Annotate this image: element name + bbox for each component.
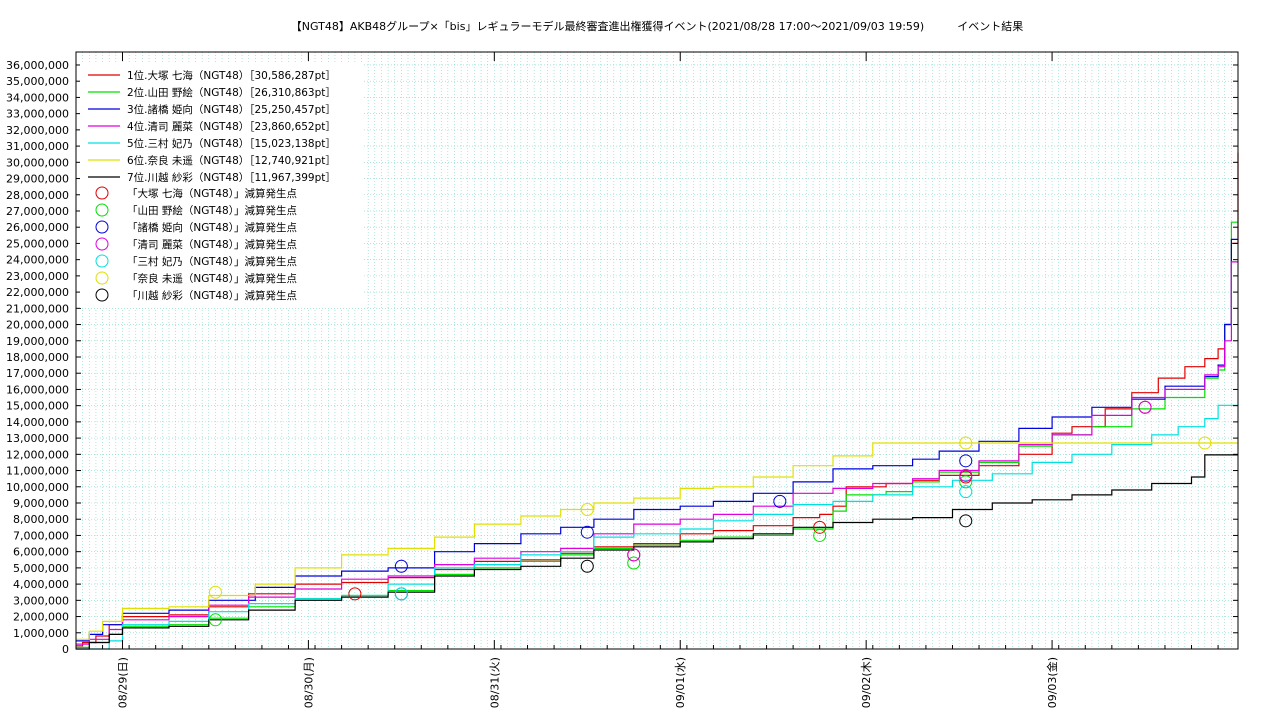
legend-marker-swatch <box>95 254 109 268</box>
decrement-marker <box>959 485 973 499</box>
decrement-marker <box>1198 436 1212 450</box>
decrement-marker <box>208 585 222 599</box>
legend-marker-label: 「大塚 七海（NGT48）」減算発生点 <box>127 187 297 200</box>
legend-background <box>80 64 362 308</box>
legend-series-label: 1位.大塚 七海（NGT48）［30,586,287pt］ <box>127 69 336 82</box>
legend-marker-swatch <box>95 271 109 285</box>
y-tick-label: 18,000,000 <box>6 351 69 364</box>
y-tick-label: 2,000,000 <box>13 611 69 624</box>
decrement-marker <box>394 587 408 601</box>
legend-series-label: 5位.三村 妃乃（NGT48）［15,023,138pt］ <box>127 137 336 150</box>
y-tick-label: 0 <box>62 643 69 656</box>
x-tick-label: 09/02(木) <box>860 657 873 708</box>
y-tick-label: 25,000,000 <box>6 237 69 250</box>
legend-series-label: 4位.清司 麗菜（NGT48）［23,860,652pt］ <box>127 120 336 133</box>
decrement-marker <box>959 514 973 528</box>
y-tick-label: 5,000,000 <box>13 562 69 575</box>
y-tick-label: 10,000,000 <box>6 481 69 494</box>
y-tick-label: 4,000,000 <box>13 578 69 591</box>
legend-marker-swatch <box>95 288 109 302</box>
x-tick-label: 08/29(日) <box>116 657 129 708</box>
decrement-marker <box>394 559 408 573</box>
y-tick-label: 17,000,000 <box>6 367 69 380</box>
decrement-marker <box>959 475 973 489</box>
plot-frame <box>75 51 1239 650</box>
decrement-marker <box>580 559 594 573</box>
y-tick-label: 22,000,000 <box>6 286 69 299</box>
series-layer <box>76 152 1239 650</box>
y-tick-label: 28,000,000 <box>6 189 69 202</box>
legend-marker-label: 「諸橋 姫向（NGT48）」減算発生点 <box>127 221 297 234</box>
x-tick-label: 08/30(月) <box>302 657 315 708</box>
y-tick-label: 6,000,000 <box>13 546 69 559</box>
decrement-marker <box>813 528 827 542</box>
y-tick-label: 30,000,000 <box>6 156 69 169</box>
series-line <box>76 454 1238 650</box>
legend-marker-label: 「奈良 未遥（NGT48）」減算発生点 <box>127 272 297 285</box>
decrement-marker <box>580 502 594 516</box>
legend-marker-swatch <box>95 203 109 217</box>
series-line <box>76 442 1238 640</box>
y-tick-label: 19,000,000 <box>6 335 69 348</box>
legend-marker-swatch <box>95 220 109 234</box>
legend-marker-label: 「三村 妃乃（NGT48）」減算発生点 <box>127 255 297 268</box>
legend-marker-swatch <box>95 237 109 251</box>
y-tick-label: 32,000,000 <box>6 124 69 137</box>
y-tick-label: 23,000,000 <box>6 270 69 283</box>
x-tick-label: 08/31(火) <box>488 657 501 708</box>
y-tick-label: 35,000,000 <box>6 75 69 88</box>
y-tick-label: 34,000,000 <box>6 91 69 104</box>
legend-series-label: 7位.川越 紗彩（NGT48）［11,967,399pt］ <box>127 171 336 184</box>
legend-marker-label: 「山田 野絵（NGT48）」減算発生点 <box>127 204 297 217</box>
legend-marker-label: 「清司 麗菜（NGT48）」減算発生点 <box>127 238 297 251</box>
y-tick-label: 1,000,000 <box>13 627 69 640</box>
y-tick-label: 31,000,000 <box>6 140 69 153</box>
y-tick-label: 14,000,000 <box>6 416 69 429</box>
y-tick-label: 24,000,000 <box>6 254 69 267</box>
y-tick-label: 16,000,000 <box>6 383 69 396</box>
y-tick-label: 13,000,000 <box>6 432 69 445</box>
legend-series-label: 2位.山田 野絵（NGT48）［26,310,863pt］ <box>127 86 336 99</box>
y-tick-label: 21,000,000 <box>6 302 69 315</box>
decrement-marker <box>580 525 594 539</box>
decrement-marker <box>1138 400 1152 414</box>
y-tick-label: 26,000,000 <box>6 221 69 234</box>
decrement-marker <box>773 494 787 508</box>
marker-layer <box>208 400 1212 627</box>
axes: 0 1,000,000 2,000,000 3,000,000 4,000,000 5,0… <box>6 52 1238 708</box>
y-tick-label: 9,000,000 <box>13 497 69 510</box>
decrement-marker <box>627 556 641 570</box>
decrement-marker <box>208 613 222 627</box>
decrement-marker <box>813 520 827 534</box>
chart-title: 【NGT48】AKB48グループ×「bis」レギュラーモデル最終審査進出権獲得イ… <box>291 19 1023 33</box>
y-tick-label: 20,000,000 <box>6 319 69 332</box>
x-tick-label: 09/03(金) <box>1045 657 1059 708</box>
y-tick-label: 27,000,000 <box>6 205 69 218</box>
series-line <box>76 261 1238 645</box>
y-tick-label: 15,000,000 <box>6 400 69 413</box>
y-tick-label: 7,000,000 <box>13 529 69 542</box>
y-tick-label: 36,000,000 <box>6 59 69 72</box>
legend-series-label: 6位.奈良 未遥（NGT48）［12,740,921pt］ <box>127 154 336 167</box>
y-tick-label: 11,000,000 <box>6 465 69 478</box>
y-tick-label: 12,000,000 <box>6 448 69 461</box>
decrement-marker <box>627 548 641 562</box>
decrement-marker <box>959 436 973 450</box>
legend: 1位.大塚 七海（NGT48）［30,586,287pt］ 2位.山田 野絵（NG… <box>80 64 362 308</box>
legend-marker-swatch <box>95 186 109 200</box>
y-tick-label: 8,000,000 <box>13 513 69 526</box>
decrement-marker <box>959 468 973 482</box>
legend-marker-label: 「川越 紗彩（NGT48）」減算発生点 <box>127 289 297 302</box>
y-tick-label: 3,000,000 <box>13 594 69 607</box>
series-line <box>76 404 1238 650</box>
decrement-marker <box>959 454 973 468</box>
y-tick-label: 33,000,000 <box>6 108 69 121</box>
legend-series-label: 3位.諸橋 姫向（NGT48）［25,250,457pt］ <box>127 103 336 116</box>
decrement-marker <box>348 587 362 601</box>
x-tick-label: 09/01(水) <box>674 657 687 708</box>
y-tick-label: 29,000,000 <box>6 173 69 186</box>
